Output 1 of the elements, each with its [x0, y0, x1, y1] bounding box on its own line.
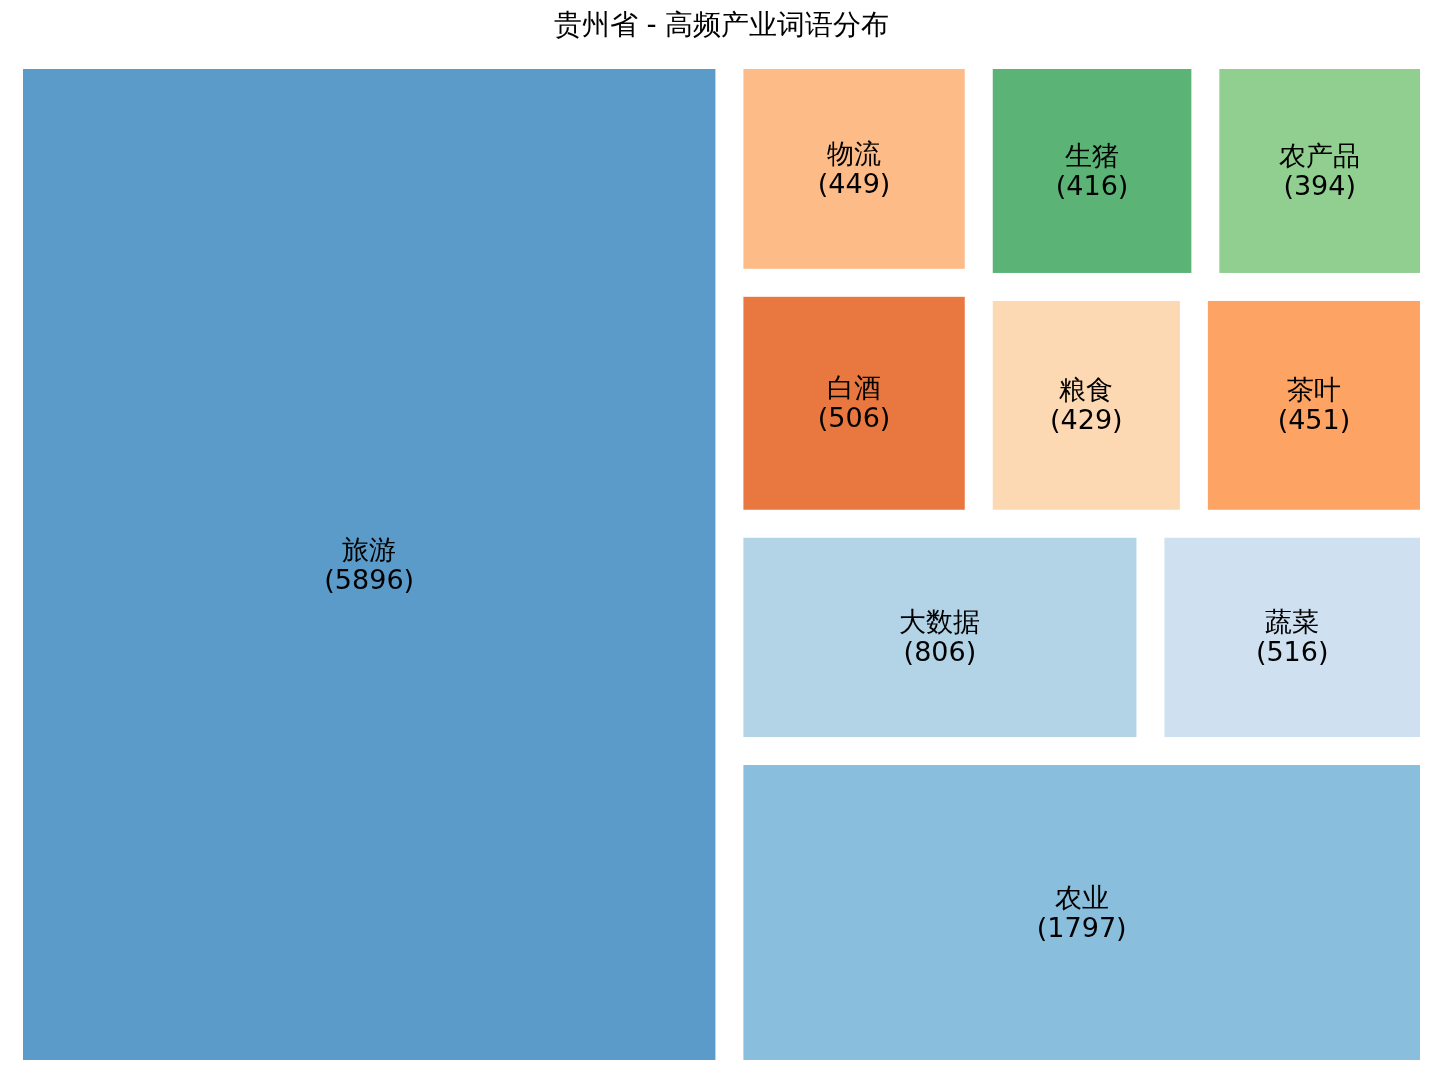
title: 贵州省 - 高频产业词语分布 [553, 8, 890, 41]
